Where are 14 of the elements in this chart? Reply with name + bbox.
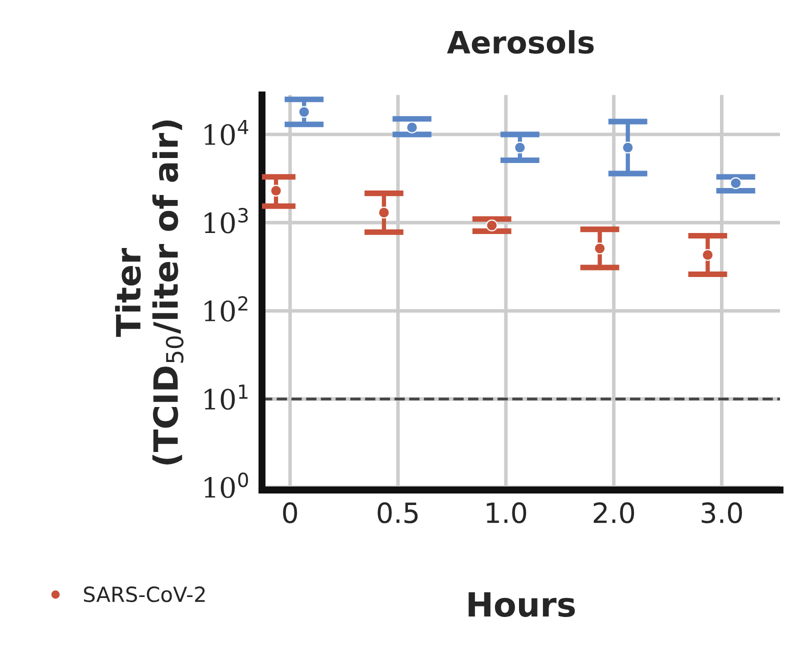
y-tick-label: 10$^{1}$ bbox=[204, 384, 248, 410]
y-tick-label: 10$^{3}$ bbox=[204, 208, 248, 234]
legend-label: SARS-CoV-2 bbox=[84, 586, 205, 602]
x-tick-label: 0.5 bbox=[378, 502, 418, 524]
y-tick-label: 10$^{2}$ bbox=[204, 296, 248, 322]
y-tick-label: 10$^{4}$ bbox=[204, 120, 248, 146]
x-tick-label: 2.0 bbox=[594, 502, 634, 524]
y-axis-title: Titer (TCID$_{50}$/liter of air) bbox=[115, 120, 184, 464]
chart-title: Aerosols bbox=[447, 30, 594, 54]
x-tick-label: 0 bbox=[283, 502, 298, 524]
x-axis-title: Hours bbox=[468, 592, 575, 617]
y-tick-label: 10$^{0}$ bbox=[204, 472, 248, 498]
x-tick-label: 1.0 bbox=[486, 502, 526, 524]
x-tick-label: 3.0 bbox=[702, 502, 742, 524]
